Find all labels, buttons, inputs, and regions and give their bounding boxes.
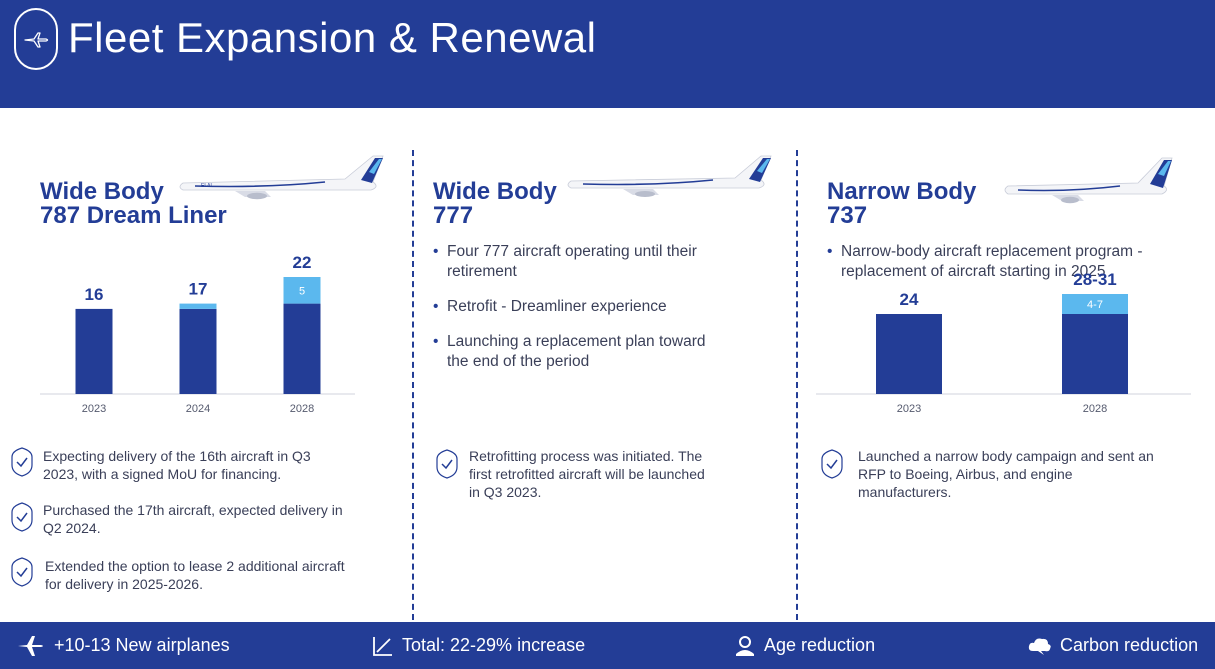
bar-segment-addition xyxy=(179,303,217,309)
checkmark-shield-icon xyxy=(821,449,843,479)
airplane-737-image xyxy=(1004,157,1173,204)
bar-segment xyxy=(283,303,321,394)
note-text: Launched a narrow body campaign and sent… xyxy=(858,448,1154,500)
note-text: Extended the option to lease 2 additiona… xyxy=(45,558,345,592)
checkmark-shield-icon xyxy=(436,449,458,479)
bar-segment xyxy=(1062,314,1128,394)
cloud-icon xyxy=(1028,638,1051,655)
bullet-item: Narrow-body aircraft replacement program… xyxy=(827,242,1202,282)
bar-segment xyxy=(75,308,113,394)
footer-label: +10-13 New airplanes xyxy=(54,635,230,655)
bullet-item: Retrofit - Dreamliner experience xyxy=(433,297,723,317)
footer-item: Age reduction xyxy=(734,622,875,669)
fleet-737-bar-chart: 24 2023 4-7 28-31 2028 xyxy=(816,270,1191,415)
category-label: 2023 xyxy=(82,403,106,415)
airplane-icon xyxy=(24,32,49,48)
category-label: 2028 xyxy=(290,403,314,415)
category-label: 2024 xyxy=(186,403,210,415)
airplane-787-image: ELAL xyxy=(179,155,384,200)
bar-total-label: 16 xyxy=(85,285,104,304)
note-text: Purchased the 17th aircraft, expected de… xyxy=(43,502,343,536)
segment-label: 4-7 xyxy=(1087,299,1103,311)
bar-total-label: 24 xyxy=(900,290,919,309)
bullet-list: Four 777 aircraft operating until their … xyxy=(433,242,723,387)
footer-bar: +10-13 New airplanes Total: 22-29% incre… xyxy=(0,622,1215,669)
bar-segment xyxy=(179,308,217,394)
category-label: 2023 xyxy=(897,403,921,415)
chart-trend-icon xyxy=(373,636,392,656)
bar-total-label: 22 xyxy=(293,253,312,272)
fleet-787-bar-chart: 16 2023 17 2024 5 22 2028 xyxy=(40,253,355,415)
section-title: Wide Body xyxy=(433,178,557,205)
bullet-item: Four 777 aircraft operating until their … xyxy=(433,242,723,282)
footer-label: Age reduction xyxy=(764,635,876,655)
bullet-item: Launching a replacement plan toward the … xyxy=(433,332,723,372)
footer-label: Total: 22-29% increase xyxy=(402,635,586,655)
column-divider xyxy=(412,150,414,620)
checkmark-shield-icon xyxy=(11,502,33,532)
section-title: Wide Body xyxy=(40,178,164,205)
segment-label: 5 xyxy=(299,285,305,297)
bar-total-label: 28-31 xyxy=(1073,270,1116,289)
note-text: Expecting delivery of the 16th aircraft … xyxy=(43,448,311,482)
bar-segment-addition xyxy=(283,277,321,304)
airplane-badge xyxy=(14,8,58,70)
page-title: Fleet Expansion & Renewal xyxy=(68,14,597,61)
section-subtitle: 737 xyxy=(827,202,868,229)
category-label: 2028 xyxy=(1083,403,1107,415)
bar-total-label: 17 xyxy=(189,280,208,299)
footer-label: Carbon reduction xyxy=(1060,635,1199,655)
footer-item: Carbon reduction xyxy=(1028,622,1198,669)
svg-text:ELAL: ELAL xyxy=(201,183,213,189)
bullet-list: Narrow-body aircraft replacement program… xyxy=(827,242,1202,297)
checkmark-shield-icon xyxy=(11,447,33,477)
header-bar: Fleet Expansion & Renewal xyxy=(0,0,1215,108)
section-subtitle: 777 xyxy=(433,202,474,229)
note-text: Retrofitting process was initiated. The … xyxy=(469,448,705,500)
checkmark-shield-icon xyxy=(11,557,33,587)
footer-item: +10-13 New airplanes xyxy=(16,622,230,669)
section-subtitle: 787 Dream Liner xyxy=(40,202,227,229)
airplane-777-image xyxy=(567,155,772,197)
footer-item: Total: 22-29% increase xyxy=(372,622,585,669)
user-age-icon xyxy=(736,635,754,656)
bar-segment xyxy=(876,314,942,394)
bar-segment-addition xyxy=(1062,294,1128,314)
airplane-icon xyxy=(18,635,43,656)
section-title: Narrow Body xyxy=(827,178,977,205)
column-divider xyxy=(796,150,798,620)
